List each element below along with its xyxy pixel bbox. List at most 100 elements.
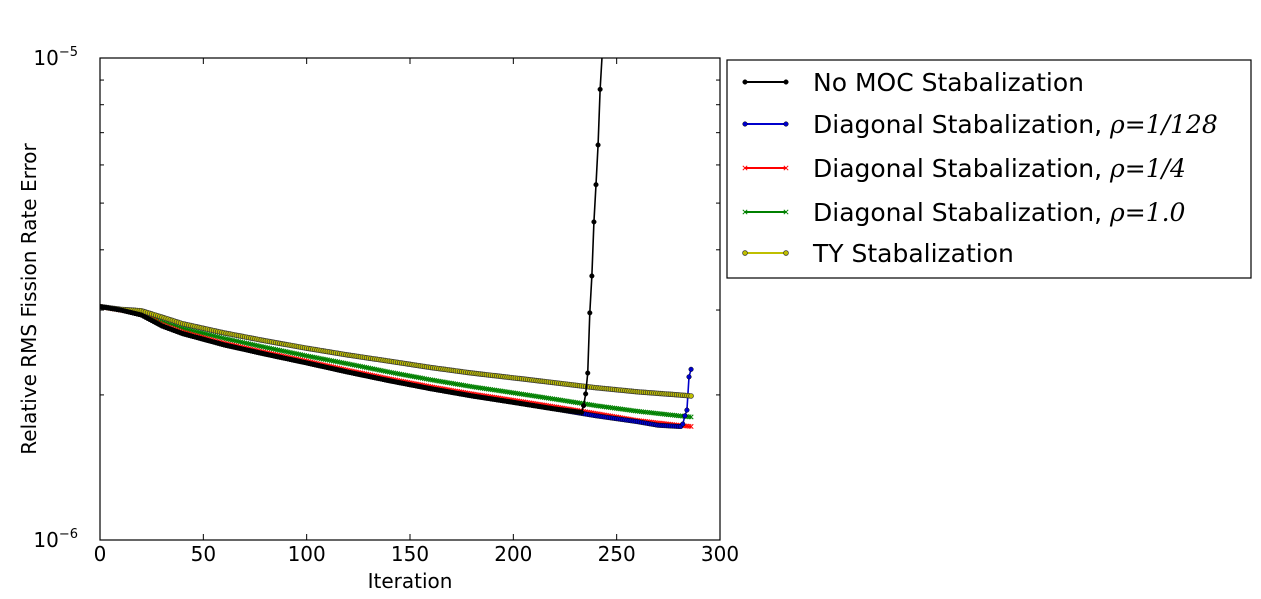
data-point [680,421,686,427]
data-point-stroke [587,402,593,408]
data-point [742,79,748,85]
data-point-stroke [651,410,657,416]
data-point-stroke [444,379,450,386]
data-point-stroke [242,340,248,346]
data-point-stroke [432,377,438,384]
data-point-stroke [392,370,399,376]
data-point-stroke [204,331,211,337]
data-point-stroke [415,374,421,381]
data-point-stroke [552,396,558,402]
data-point-stroke [661,411,667,417]
data-point-stroke [428,377,434,383]
data-point [742,121,748,127]
data-point-stroke [572,399,578,405]
data-point-stroke [574,400,580,406]
data-point-stroke [541,395,547,401]
data-point-stroke [446,380,452,386]
data-point [688,393,694,399]
data-point-stroke [372,366,378,372]
series-0 [100,58,603,415]
data-point-stroke [550,396,556,402]
data-point-stroke [289,350,295,356]
data-point-stroke [543,395,549,401]
data-point-stroke [647,410,653,416]
data-point-stroke [678,413,684,419]
data-point-stroke [390,370,397,376]
data-point-stroke [593,403,599,409]
data-point-stroke [521,391,527,397]
legend-label-math: ρ=1/4 [1109,154,1186,183]
data-point-stroke [306,353,312,359]
data-point-stroke [258,343,264,350]
data-point-stroke [252,342,258,348]
data-point-stroke [576,400,583,406]
y-tick-label-exponent: −5 [59,45,78,60]
data-point-stroke [419,375,425,381]
legend-entry: No MOC Stabalization [742,68,1084,97]
x-tick-label: 300 [701,542,739,566]
data-point-stroke [471,384,477,390]
legend-entry: Diagonal Stabalization, ρ=1/4 [742,154,1186,183]
data-point-stroke [403,372,409,378]
data-point-stroke [616,406,622,412]
data-point-stroke [783,209,789,215]
data-point-stroke [502,389,508,395]
data-point-stroke [395,371,401,377]
data-point-stroke [516,391,523,397]
data-point [591,219,597,225]
data-point-stroke [665,412,671,418]
x-tick-label: 50 [191,542,216,566]
data-point-stroke [607,405,614,411]
data-point-stroke [235,338,242,345]
data-point-stroke [359,364,366,370]
data-point-stroke [636,408,642,415]
data-point-stroke [256,343,262,349]
data-point-stroke [188,327,194,333]
data-point [684,407,690,413]
data-point-stroke [275,347,281,353]
legend-entry: Diagonal Stabalization, ρ=1/128 [742,110,1218,139]
data-point-stroke [539,394,545,400]
data-point-stroke [217,334,223,340]
data-point [578,409,585,415]
data-point-stroke [527,392,533,398]
data-point-stroke [684,423,690,429]
data-point-stroke [628,407,634,413]
data-point [583,391,589,397]
y-tick-label: 10−6 [33,527,78,552]
data-point-stroke [308,354,314,360]
data-point-stroke [378,367,384,374]
legend-label-math: ρ=1/128 [1109,110,1218,139]
data-point-stroke [194,329,200,335]
legend-entry: Diagonal Stabalization, ρ=1.0 [742,198,1186,227]
data-point-stroke [330,358,337,364]
data-point-stroke [349,362,355,368]
data-point-stroke [649,410,655,416]
data-point-stroke [465,383,471,389]
data-point-stroke [597,403,603,409]
data-point-stroke [671,412,678,418]
data-point-stroke [688,414,694,420]
data-point-stroke [434,378,440,384]
data-point-stroke [374,367,380,373]
data-point-stroke [324,357,330,363]
data-point-stroke [202,331,208,337]
data-point-stroke [514,390,521,397]
data-point-stroke [676,413,682,419]
data-point-stroke [200,330,206,336]
data-point-stroke [578,400,585,406]
data-point-stroke [353,362,359,369]
data-point-stroke [227,337,233,343]
data-point-stroke [479,385,485,391]
y-tick-label: 10−5 [33,45,78,70]
series-4 [100,303,694,399]
legend-label-text: Diagonal Stabalization, [813,198,1110,227]
x-tick-label: 200 [494,542,532,566]
data-point-stroke [461,382,467,388]
data-point-stroke [388,369,394,376]
data-point-stroke [663,411,669,417]
data-point-stroke [438,378,444,385]
data-point-stroke [322,356,328,363]
data-point-stroke [442,379,448,385]
data-point [783,79,789,85]
